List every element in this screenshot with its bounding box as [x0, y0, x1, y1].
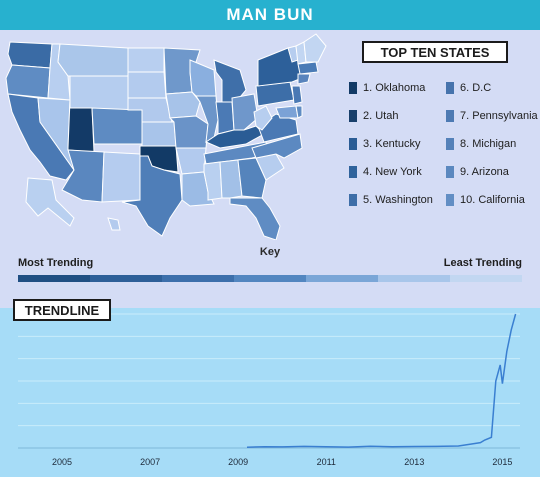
- state-wv: [253, 105, 273, 131]
- key-segment: [306, 275, 378, 282]
- key-most-trending: Most Trending: [18, 257, 94, 269]
- state-ma: [297, 61, 319, 75]
- legend-label: 6. D.C: [460, 82, 492, 94]
- legend-swatch: [446, 110, 454, 122]
- key-segment: [234, 275, 306, 282]
- legend-item: 2. Utah: [349, 110, 398, 122]
- legend-swatch: [446, 82, 454, 94]
- chart-gridlines: [18, 313, 520, 427]
- top-states-title: TOP TEN STATES: [362, 41, 508, 63]
- state-ks: [141, 121, 177, 147]
- key-label: Key: [259, 246, 281, 258]
- legend-swatch: [349, 138, 357, 150]
- legend-item: 8. Michigan: [446, 138, 516, 150]
- state-al: [219, 159, 243, 199]
- state-sd: [127, 71, 167, 99]
- state-tx: [121, 155, 183, 237]
- legend-swatch: [349, 82, 357, 94]
- state-hi: [107, 217, 121, 231]
- state-co: [91, 107, 143, 145]
- state-ak: [25, 177, 75, 227]
- legend-swatch: [446, 138, 454, 150]
- legend-swatch: [349, 194, 357, 206]
- legend-swatch: [446, 194, 454, 206]
- legend-label: 7. Pennsylvania: [460, 110, 538, 122]
- x-tick-label: 2013: [404, 457, 424, 467]
- key-segment: [90, 275, 162, 282]
- legend-item: 5. Washington: [349, 194, 433, 206]
- chart-series-line: [246, 313, 517, 449]
- state-nj: [291, 85, 303, 105]
- key-segment: [18, 275, 90, 282]
- legend-item: 4. New York: [349, 166, 422, 178]
- key-gradient-bar: [18, 275, 522, 282]
- state-mi: [213, 59, 247, 103]
- state-ar: [175, 147, 207, 175]
- key-segment: [378, 275, 450, 282]
- legend-item: 1. Oklahoma: [349, 82, 425, 94]
- state-md: [275, 105, 299, 119]
- us-map: [5, 33, 327, 240]
- state-nd: [127, 47, 165, 73]
- state-fl: [229, 197, 281, 240]
- legend-label: 4. New York: [363, 166, 422, 178]
- x-tick-label: 2011: [317, 457, 336, 467]
- state-nc: [251, 133, 303, 159]
- state-wa: [7, 41, 53, 69]
- state-wi: [189, 59, 217, 97]
- legend-item: 7. Pennsylvania: [446, 110, 538, 122]
- state-ut: [67, 99, 95, 153]
- state-ga: [237, 157, 267, 199]
- legend-swatch: [446, 166, 454, 178]
- x-tick-label: 2005: [52, 457, 72, 467]
- state-me: [303, 33, 327, 63]
- legend-item: 10. California: [446, 194, 525, 206]
- state-de: [295, 105, 303, 119]
- legend-label: 1. Oklahoma: [363, 82, 426, 94]
- legend-item: 9. Arizona: [446, 166, 509, 178]
- state-ct: [297, 73, 311, 85]
- state-wy: [69, 75, 129, 111]
- key-segment: [450, 275, 522, 282]
- legend-label: 5. Washington: [363, 194, 433, 206]
- legend-label: 9. Arizona: [460, 166, 509, 178]
- legend-label: 3. Kentucky: [363, 138, 421, 150]
- x-tick-label: 2007: [140, 457, 160, 467]
- page-title: MAN BUN: [0, 0, 540, 30]
- x-tick-label: 2015: [492, 457, 512, 467]
- legend-label: 10. California: [460, 194, 525, 206]
- state-nm: [101, 151, 141, 203]
- legend-label: 2. Utah: [363, 110, 399, 122]
- legend-swatch: [349, 110, 357, 122]
- state-ia: [165, 91, 201, 119]
- state-in: [215, 101, 235, 135]
- legend-item: 6. D.C: [446, 82, 491, 94]
- state-mo: [168, 115, 209, 149]
- key-segment: [162, 275, 234, 282]
- state-oh: [231, 93, 259, 131]
- key-least-trending: Least Trending: [443, 257, 522, 269]
- legend-item: 3. Kentucky: [349, 138, 420, 150]
- trendline-title: TRENDLINE: [13, 299, 111, 321]
- x-tick-label: 2009: [228, 457, 248, 467]
- state-or: [5, 64, 51, 99]
- legend-label: 8. Michigan: [460, 138, 517, 150]
- legend-swatch: [349, 166, 357, 178]
- trendline-chart: 2005 2007 2009 2011 2013 2015: [18, 313, 520, 467]
- state-mt: [57, 43, 129, 77]
